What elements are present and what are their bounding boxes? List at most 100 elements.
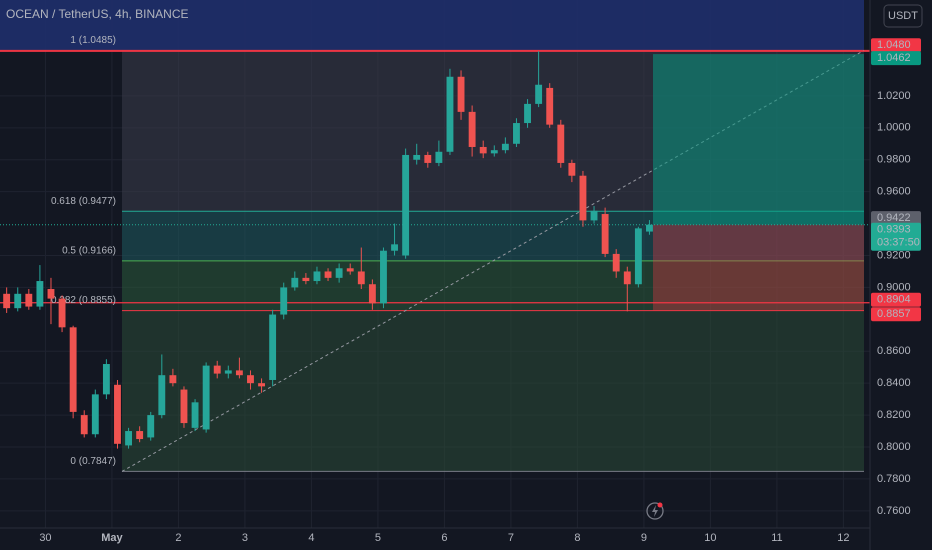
candle-body: [380, 250, 387, 304]
icon-dot: [657, 502, 663, 508]
candle-body: [468, 111, 476, 147]
icon-ring: [646, 502, 664, 520]
candle-body: [501, 143, 509, 151]
y-tick-label: 0.9000: [877, 281, 911, 293]
candle-body: [424, 154, 432, 163]
candle-body: [335, 268, 343, 278]
candle-body: [80, 415, 88, 435]
candle-body: [202, 365, 210, 430]
price-tag: [871, 222, 921, 251]
x-tick-label: 11: [771, 532, 782, 544]
price-tag-label: 0.8857: [877, 308, 911, 320]
price-tag-label: 1.0480: [877, 39, 911, 51]
candle-body: [568, 162, 576, 176]
fib-label: 0 (0.7847): [70, 456, 116, 467]
loss-zone: [653, 224, 864, 311]
candle-body: [247, 375, 254, 384]
candle-body: [524, 103, 531, 124]
x-tick-label: 9: [641, 532, 647, 544]
candle-body: [3, 293, 11, 309]
candle-body: [269, 314, 277, 380]
x-tick-label: 3: [242, 532, 248, 544]
x-tick-label: 4: [308, 532, 314, 544]
candle-body: [25, 293, 33, 307]
y-tick-label: 0.8600: [877, 345, 911, 357]
candle-body: [258, 383, 265, 387]
y-tick-label: 1.0200: [877, 90, 911, 102]
candle-body: [634, 228, 642, 285]
candle-body: [224, 370, 232, 374]
candle-body: [490, 150, 498, 154]
candle-body: [557, 124, 565, 163]
main-layer: 1 (1.0485) 0.618 (0.9477) 0.5 (0.9166) 0.38…: [3, 35, 653, 467]
alert-icon[interactable]: [646, 502, 664, 520]
currency: USDT: [888, 10, 918, 22]
y-tick-label: 0.9600: [877, 186, 911, 198]
candle-body: [47, 289, 55, 299]
x-tick-label: 7: [508, 532, 514, 544]
price-tag-label: 1.0462: [877, 52, 911, 64]
y-tick-label: 0.8000: [877, 441, 911, 453]
candle-body: [102, 364, 110, 395]
fib-zone: [122, 310, 864, 472]
currency-box[interactable]: [883, 4, 923, 28]
x-tick-label: 30: [39, 532, 51, 544]
candle-body: [601, 214, 609, 254]
x-tick-label: 8: [574, 532, 580, 544]
x-tick-label: May: [101, 532, 123, 544]
price-tag: [871, 292, 921, 307]
candle-body: [590, 210, 598, 221]
fib-zone: [0, 0, 864, 51]
candle-body: [235, 370, 243, 376]
fib-label: 0.618 (0.9477): [51, 196, 116, 207]
x-tick-label: 2: [175, 532, 181, 544]
y-tick-label: 0.8200: [877, 409, 911, 421]
fib-label: 0.382 (0.8855): [51, 295, 116, 306]
candle-body: [435, 151, 443, 163]
candle-body: [579, 175, 587, 221]
price-tag: [871, 51, 921, 66]
candle-body: [357, 271, 365, 285]
price-tag-label: 0.9393: [877, 224, 911, 236]
candle-body: [479, 146, 487, 154]
price-axis: [870, 0, 932, 550]
fib-label: 0.5 (0.9166): [62, 246, 116, 257]
candle-body: [213, 365, 221, 374]
axis-layer: 1.0200 1.0000 0.9800 0.9600 0.9200 0.9000 0.86…: [39, 38, 921, 544]
candle-body: [402, 154, 410, 256]
candle-body: [169, 375, 177, 384]
candle-body: [368, 284, 376, 304]
chart-title: OCEAN / TetherUS, 4h, BINANCE: [6, 7, 189, 21]
fib-label: 1 (1.0485): [70, 35, 116, 46]
candle-body: [58, 298, 66, 328]
candle-body: [302, 277, 310, 282]
profit-zone: [653, 54, 864, 225]
candle-body: [280, 287, 288, 315]
candle-body: [313, 271, 321, 282]
candle-body: [535, 84, 543, 104]
price-tag-label: 0.8904: [877, 294, 911, 306]
candle-body: [623, 271, 631, 285]
candle-body: [91, 394, 99, 435]
price-tag: [871, 307, 921, 322]
candle-body: [513, 123, 520, 144]
candle-body: [14, 293, 22, 309]
x-tick-label: 10: [704, 532, 716, 544]
candle-body: [612, 253, 620, 272]
candle-body: [291, 277, 299, 288]
x-tick-label: 6: [441, 532, 447, 544]
candle-body: [69, 327, 77, 412]
y-tick-label: 0.7800: [877, 473, 911, 485]
candle-body: [114, 384, 121, 444]
y-tick-label: 0.8400: [877, 377, 911, 389]
x-tick-label: 5: [375, 532, 381, 544]
candle-body: [646, 224, 653, 232]
candle-body: [180, 389, 188, 424]
background-layer: [0, 0, 870, 528]
x-tick-label: 12: [837, 532, 849, 544]
icon-bolt: [652, 505, 658, 517]
y-tick-label: 0.9800: [877, 154, 911, 166]
price-tag: [871, 211, 921, 226]
y-tick-label: 0.9200: [877, 249, 911, 261]
